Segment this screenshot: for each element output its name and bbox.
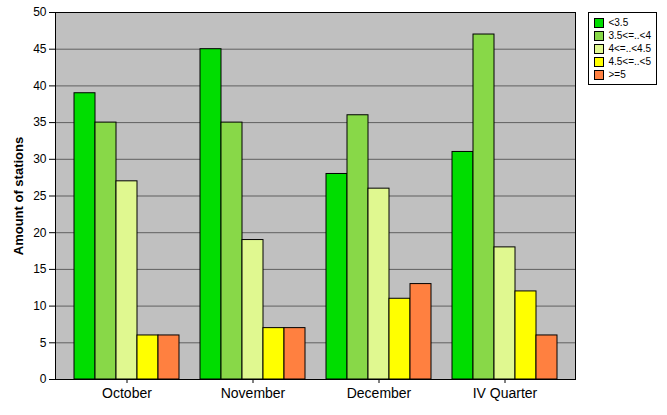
svg-text:20: 20 xyxy=(33,226,47,240)
svg-text:50: 50 xyxy=(33,5,47,19)
svg-text:25: 25 xyxy=(33,189,47,203)
svg-text:5: 5 xyxy=(40,336,47,350)
html-text:>=5: >=5 xyxy=(608,69,626,80)
svg-text:15: 15 xyxy=(33,262,47,276)
html-text:4.5<=..<5: 4.5<=..<5 xyxy=(608,56,651,67)
html-text:<3.5: <3.5 xyxy=(608,17,629,28)
svg-text:November: November xyxy=(221,385,286,401)
svg-text:30: 30 xyxy=(33,152,47,166)
svg-text:10: 10 xyxy=(33,299,47,313)
svg-text:IV Quarter: IV Quarter xyxy=(473,385,538,401)
svg-text:December: December xyxy=(347,385,412,401)
svg-text:45: 45 xyxy=(33,42,47,56)
html-text:4<=..<4.5: 4<=..<4.5 xyxy=(608,43,651,54)
svg-text:0: 0 xyxy=(40,372,47,386)
svg-text:40: 40 xyxy=(33,79,47,93)
svg-text:October: October xyxy=(102,385,152,401)
html-text:3.5<=..<4: 3.5<=..<4 xyxy=(608,30,651,41)
svg-text:35: 35 xyxy=(33,115,47,129)
svg-text:Amount of stations: Amount of stations xyxy=(11,137,26,255)
